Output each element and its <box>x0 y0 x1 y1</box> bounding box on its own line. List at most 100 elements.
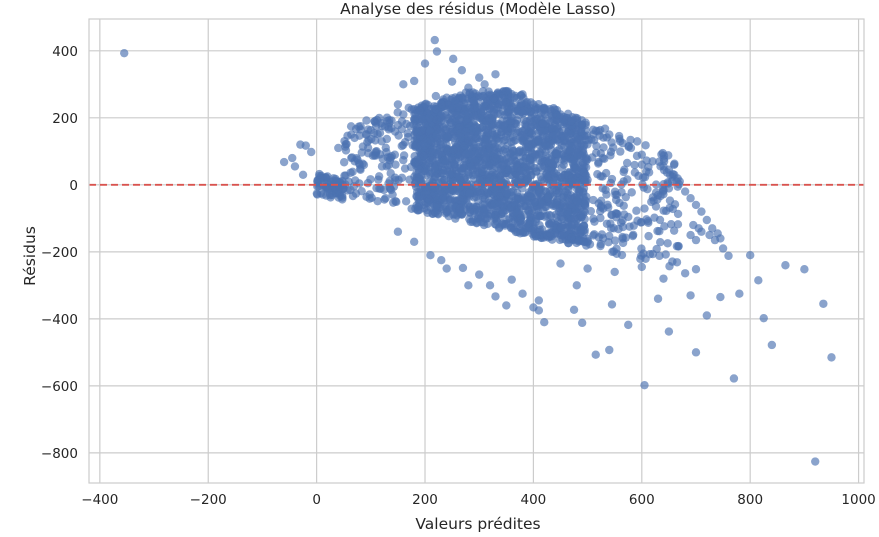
data-point <box>388 190 397 199</box>
data-point <box>328 186 338 195</box>
y-tick-label: −400 <box>41 312 78 328</box>
data-point <box>480 80 489 89</box>
x-tick-label: 400 <box>521 492 547 508</box>
data-point <box>686 194 695 203</box>
grid <box>89 19 864 483</box>
data-point <box>577 120 587 129</box>
data-point <box>610 236 620 245</box>
data-point <box>586 206 596 216</box>
data-point <box>589 195 598 205</box>
data-point <box>540 103 549 112</box>
data-point <box>399 151 409 160</box>
data-point <box>530 150 540 159</box>
data-point <box>430 163 439 172</box>
data-point <box>613 209 622 219</box>
data-point <box>644 231 653 241</box>
data-point <box>323 172 332 181</box>
data-point <box>482 117 491 126</box>
data-point <box>601 185 610 195</box>
data-point <box>409 120 418 129</box>
data-point <box>572 195 582 205</box>
data-point <box>550 199 560 208</box>
data-point <box>672 242 682 251</box>
data-point <box>494 192 504 201</box>
data-point <box>393 227 403 236</box>
data-point <box>648 157 657 166</box>
data-point <box>339 158 349 167</box>
data-point <box>557 173 566 183</box>
data-point <box>413 205 422 215</box>
data-point <box>691 348 701 357</box>
data-point <box>334 143 343 153</box>
data-point <box>486 209 495 218</box>
data-point <box>465 208 474 217</box>
data-point <box>645 250 655 259</box>
data-point <box>298 170 308 179</box>
data-point <box>426 250 435 260</box>
data-point <box>346 122 356 131</box>
data-point <box>819 299 828 308</box>
data-point <box>537 127 547 136</box>
data-point <box>491 153 500 162</box>
data-point <box>436 112 445 122</box>
x-tick-label: 600 <box>629 492 655 508</box>
data-point <box>502 86 511 96</box>
data-point <box>560 134 569 143</box>
data-point <box>463 114 473 123</box>
data-point <box>653 294 663 303</box>
data-point <box>527 226 537 235</box>
data-point <box>470 103 479 112</box>
data-point <box>767 340 777 350</box>
data-point <box>596 172 605 181</box>
data-point <box>483 126 493 136</box>
data-point <box>572 281 581 290</box>
data-point <box>710 235 720 245</box>
data-point <box>425 126 435 136</box>
data-point <box>418 114 427 124</box>
data-point <box>618 234 627 243</box>
data-point <box>430 35 439 45</box>
data-point <box>399 110 408 119</box>
data-point <box>697 207 706 216</box>
data-point <box>470 157 480 167</box>
data-point <box>457 164 466 173</box>
data-point <box>438 175 447 185</box>
y-tick-labels: 400 200 0 −200 −400 −600 −800 <box>41 44 78 462</box>
data-point <box>680 269 690 278</box>
data-point <box>362 116 371 125</box>
data-point <box>583 140 592 149</box>
data-point <box>386 153 396 163</box>
data-point <box>569 214 579 223</box>
x-tick-label: 200 <box>412 492 438 508</box>
x-tick-label: −200 <box>190 492 227 508</box>
data-point <box>535 188 544 198</box>
data-point <box>603 200 612 210</box>
data-point <box>500 181 510 190</box>
data-point <box>472 127 481 137</box>
data-point <box>479 204 488 213</box>
data-point <box>640 204 649 213</box>
data-point <box>363 178 373 188</box>
data-point <box>691 235 701 245</box>
data-point <box>565 146 575 156</box>
data-point <box>372 183 381 193</box>
data-point <box>594 127 603 136</box>
data-point <box>633 137 642 146</box>
data-point <box>567 233 576 242</box>
data-point <box>498 207 507 217</box>
data-point <box>580 176 589 185</box>
data-point <box>507 170 516 180</box>
data-point <box>664 327 674 336</box>
data-point <box>464 281 473 290</box>
y-tick-label: 0 <box>69 178 78 194</box>
data-point <box>626 143 636 153</box>
data-point <box>605 345 614 355</box>
data-point <box>689 220 698 230</box>
data-point <box>384 160 393 170</box>
data-point <box>506 105 515 114</box>
data-point <box>477 147 487 156</box>
data-point <box>716 292 725 302</box>
data-point <box>417 127 426 136</box>
data-point <box>577 318 587 328</box>
data-point <box>659 206 668 215</box>
